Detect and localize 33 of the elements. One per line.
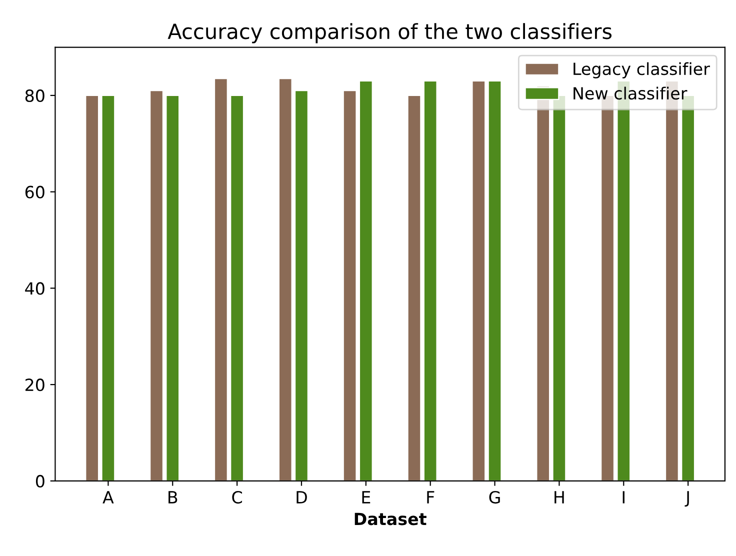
x-tick-label: E: [362, 491, 370, 504]
x-tick-label: A: [102, 491, 114, 504]
x-tick-label: C: [232, 490, 242, 504]
bar: [230, 94, 244, 481]
chart-title: Accuracy comparison of the two classifiers: [168, 23, 612, 44]
bar: [166, 94, 180, 481]
x-tick-label: H: [554, 491, 564, 504]
bar: [101, 94, 116, 481]
y-tick-label: 60: [25, 186, 44, 198]
bar: [488, 80, 502, 481]
y-tick-label: 80: [25, 89, 44, 102]
legend-label: Legacy classifier: [574, 62, 710, 78]
bar: [342, 90, 357, 481]
bar: [214, 78, 228, 481]
y-tick-label: 20: [25, 378, 44, 392]
bar: [294, 90, 308, 481]
y-tick-label: 40: [25, 282, 44, 295]
bar: [472, 80, 486, 481]
x-tick-label: J: [684, 491, 689, 507]
bar: [150, 90, 164, 481]
x-tick-label: B: [168, 491, 178, 504]
x-tick-label: F: [427, 491, 434, 504]
bar: [278, 78, 292, 481]
legend-label: New classifier: [574, 86, 688, 100]
x-tick-label: I: [622, 491, 624, 504]
bar: [85, 94, 100, 481]
x-tick-label: D: [296, 491, 307, 504]
y-tick-label: 0: [36, 474, 44, 488]
bar: [358, 80, 373, 481]
x-tick-label: G: [489, 490, 500, 504]
x-axis-title: Dataset: [354, 512, 426, 526]
bar: [423, 80, 438, 481]
bar: [407, 94, 422, 481]
